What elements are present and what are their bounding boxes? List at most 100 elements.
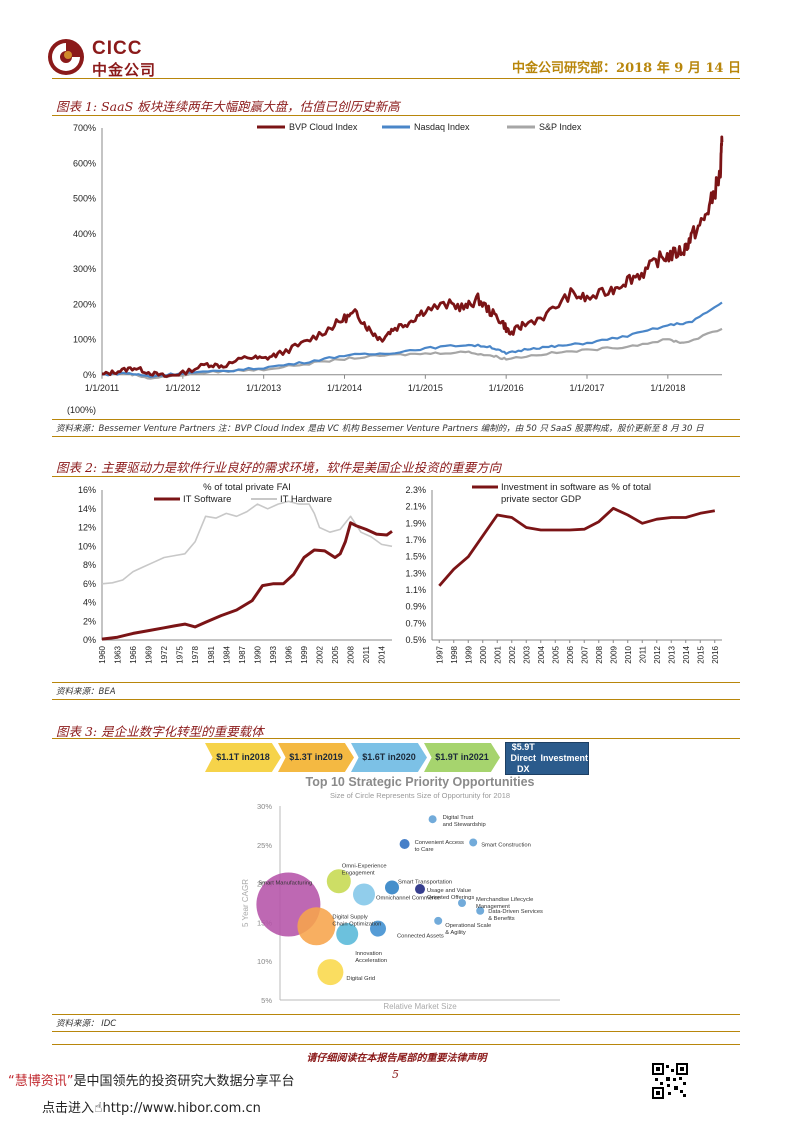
investment-chevron: $1.6T in 2020 bbox=[351, 743, 427, 772]
fig1-y-tick-label: 100% bbox=[73, 335, 96, 345]
fig2b-x-tick-label: 2003 bbox=[522, 645, 531, 663]
fig2b-y-tick-label: 1.9% bbox=[405, 518, 426, 528]
fig3-title-rule bbox=[52, 738, 740, 739]
fig3-chart-title: Top 10 Strategic Priority Opportunities bbox=[306, 775, 535, 789]
fig2a-x-tick-label: 2008 bbox=[347, 645, 356, 663]
legal-disclaimer: 请仔细阅读在本报告尾部的重要法律声明 bbox=[306, 1053, 487, 1064]
report-date: 中金公司研究部：2018 年 9 月 14 日 bbox=[512, 61, 741, 76]
fig2a-legend-label: IT Software bbox=[183, 494, 231, 505]
fig3-bubble-label: Engagement bbox=[342, 870, 375, 876]
fig1-y-tick-label: 500% bbox=[73, 194, 96, 204]
chevron-year: 2019 bbox=[322, 752, 343, 762]
fig3-bubble-label: Chain Optimization bbox=[332, 921, 381, 927]
fig2a-x-tick-label: 2014 bbox=[378, 645, 387, 663]
fig3-source-rule bbox=[52, 1014, 740, 1015]
fig1-title-rule bbox=[52, 115, 740, 116]
hibor-link[interactable]: http://www.hibor.com.cn bbox=[102, 1101, 261, 1116]
fig1-y-tick-label: 700% bbox=[73, 123, 96, 133]
fig1-title: 图表 1: SaaS 板块连续两年大幅跑赢大盘，估值已创历史新高 bbox=[56, 99, 400, 114]
fig3-bubble-label: Innovation bbox=[355, 951, 382, 957]
fig3-bubble-label: Digital Trust bbox=[443, 815, 474, 821]
fig2a-x-tick-label: 1990 bbox=[253, 645, 262, 663]
investment-chevron: $1.1T in 2018 bbox=[205, 743, 281, 772]
fig2-bottom-rule bbox=[52, 699, 740, 700]
fig3-bubble bbox=[399, 839, 410, 850]
fig2a-y-tick-label: 4% bbox=[83, 598, 96, 608]
fig2b-x-tick-label: 1998 bbox=[450, 645, 459, 663]
fig1-y-tick-label: 400% bbox=[73, 229, 96, 239]
page-number: 5 bbox=[392, 1068, 399, 1081]
fig1-bottom-rule bbox=[52, 436, 740, 437]
fig2b-x-tick-label: 2004 bbox=[537, 645, 546, 663]
direct-dx-box: $5.9T Direct DX Investment bbox=[505, 742, 589, 775]
fig2a-y-tick-label: 0% bbox=[83, 635, 96, 645]
fig2b-legend-label-line2: private sector GDP bbox=[501, 494, 581, 505]
fig1-y-tick-label: 0% bbox=[83, 370, 96, 380]
fig2b-series-line bbox=[438, 506, 716, 587]
fig2a-x-tick-label: 2011 bbox=[362, 645, 371, 663]
fig3-bubble-label: Omni-Experience bbox=[342, 863, 387, 869]
chevron-year: 2021 bbox=[468, 752, 489, 762]
fig2a-y-tick-label: 12% bbox=[78, 523, 96, 533]
header-rule bbox=[52, 78, 740, 79]
fig2b-y-tick-label: 0.5% bbox=[405, 635, 426, 645]
promo-line: “慧博资讯”是中国领先的投资研究大数据分享平台 bbox=[8, 1070, 295, 1089]
fig2b-legend-label-line1: Investment in software as % of total bbox=[501, 482, 651, 493]
fig3-bubble-label: Convenient Access bbox=[415, 840, 464, 846]
investment-chevron: $1.3T in 2019 bbox=[278, 743, 354, 772]
fig1-x-tick-label: 1/1/2016 bbox=[489, 383, 524, 393]
fig3-bubble-label: Operational Scale bbox=[445, 923, 491, 929]
fig2a-x-tick-label: 1984 bbox=[222, 645, 231, 663]
fig2-title: 图表 2: 主要驱动力是软件行业良好的需求环境，软件是美国企业投资的重要方向 bbox=[56, 460, 502, 475]
fig1-x-tick-label: 1/1/2018 bbox=[650, 383, 685, 393]
fig3-bubble-label: and Stewardship bbox=[443, 822, 486, 828]
fig2a-x-tick-label: 1975 bbox=[176, 645, 185, 663]
fig3-bubble-label: Smart Manufacturing bbox=[258, 881, 312, 887]
fig3-bubble bbox=[326, 869, 351, 894]
fig1-x-tick-label: 1/1/2013 bbox=[246, 383, 281, 393]
fig2b-y-tick-label: 0.9% bbox=[405, 602, 426, 612]
fig3-bubble-label: Management bbox=[476, 904, 510, 910]
fig2b-y-tick-label: 2.1% bbox=[405, 502, 426, 512]
fig2a-x-tick-label: 1993 bbox=[269, 645, 278, 663]
fig3-bubble-label: & Agility bbox=[445, 930, 466, 936]
fig3-bubble bbox=[434, 916, 443, 925]
fig3-bubble-label: to Care bbox=[415, 847, 434, 853]
footer-rule bbox=[52, 1044, 740, 1045]
cicc-logo-icon bbox=[48, 39, 84, 75]
fig2a-x-tick-label: 1969 bbox=[145, 645, 154, 663]
fig2a-x-tick-label: 1963 bbox=[114, 645, 123, 663]
fig2b-x-tick-label: 2002 bbox=[508, 645, 517, 663]
fig2b-x-tick-label: 2014 bbox=[682, 645, 691, 663]
fig1-source: 资料来源：Bessemer Venture Partners 注：BVP Clo… bbox=[56, 424, 704, 434]
qr-code[interactable] bbox=[652, 1063, 688, 1099]
fig3-y-tick-label: 10% bbox=[257, 957, 272, 966]
chevron-year: 2018 bbox=[249, 752, 270, 762]
fig2a-legend-label: IT Hardware bbox=[280, 494, 332, 505]
fig2b-y-tick-label: 1.5% bbox=[405, 552, 426, 562]
fig2b-x-tick-label: 2008 bbox=[595, 645, 604, 663]
fig3-bubble-label: Smart Transportation bbox=[398, 879, 452, 885]
fig2b-x-tick-label: 2013 bbox=[667, 645, 676, 663]
fig2b-x-tick-label: 2015 bbox=[696, 645, 705, 663]
fig1-x-tick-label: 1/1/2014 bbox=[327, 383, 362, 393]
fig2a-series-line-1 bbox=[101, 521, 393, 641]
fig2b-x-tick-label: 2000 bbox=[479, 645, 488, 663]
fig3-bubble bbox=[317, 959, 344, 986]
fig3-bubble bbox=[458, 899, 466, 907]
fig3-bubble bbox=[336, 923, 359, 946]
fig3-bubble-label: Data-Driven Services bbox=[488, 909, 543, 915]
fig3-bubble-label: Connected Assets bbox=[397, 934, 444, 940]
fig1-series-line-1 bbox=[101, 135, 724, 378]
fig3-bubble bbox=[415, 884, 425, 895]
fig3-y-tick-label: 30% bbox=[257, 802, 272, 811]
link-line[interactable]: 点击进入☝http://www.hibor.com.cn bbox=[42, 1097, 261, 1116]
fig2a-series-line-2 bbox=[101, 500, 393, 585]
fig2b-x-tick-label: 2012 bbox=[653, 645, 662, 663]
direct-dx-sublabel: Investment bbox=[540, 753, 588, 763]
fig1-series-line-3 bbox=[101, 327, 723, 380]
fig1-x-tick-label: 1/1/2017 bbox=[569, 383, 604, 393]
logo bbox=[47, 38, 85, 76]
fig1-y-tick-label: 300% bbox=[73, 264, 96, 274]
link-label: 点击进入 bbox=[42, 1101, 95, 1116]
